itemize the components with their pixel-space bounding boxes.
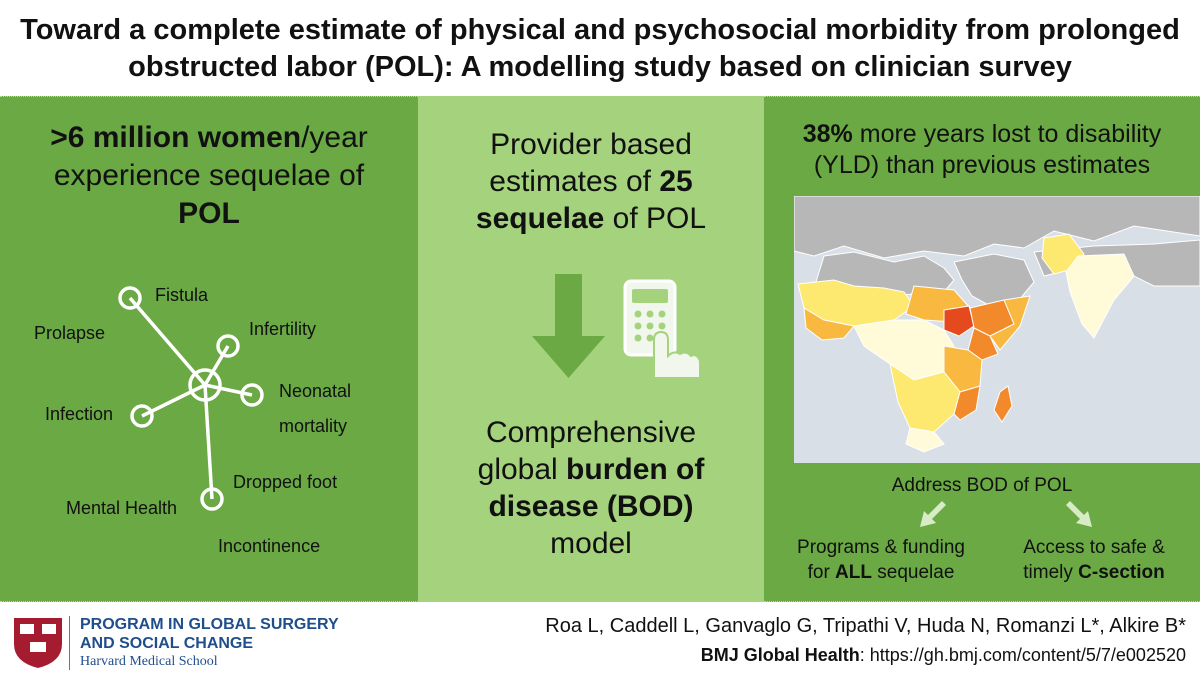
map-somalia bbox=[989, 295, 1031, 351]
map-europe bbox=[794, 196, 1200, 259]
mid-bottom-line-3: disease (BOD) bbox=[488, 490, 694, 523]
program-line-1: PROGRAM IN GLOBAL SURGERY bbox=[80, 616, 339, 633]
mid-top-line-2b: 25 bbox=[659, 165, 693, 198]
mid-top-line-3b: of POL bbox=[604, 202, 707, 235]
down-arrow-icon bbox=[532, 274, 605, 378]
programs-line-2a: for bbox=[807, 562, 836, 583]
map-mozambique bbox=[953, 385, 981, 421]
network-edge-fistula bbox=[128, 296, 207, 387]
left-headline: >6 million women/year experience sequela… bbox=[0, 119, 418, 233]
mid-top-line-2a: estimates of bbox=[489, 165, 660, 198]
middle-panel: Provider based estimates of 25 sequelae … bbox=[418, 96, 764, 602]
programs-line-2c: sequelae bbox=[871, 562, 955, 583]
label-neonatal: Neonatal bbox=[279, 381, 352, 401]
access-line-2a: timely bbox=[1023, 562, 1079, 583]
title-line-2: obstructed labor (POL): A modelling stud… bbox=[128, 51, 1072, 83]
label-infection: Infection bbox=[45, 404, 114, 424]
label-incontinence: Incontinence bbox=[218, 536, 321, 556]
right-headline: 38% more years lost to disability (YLD) … bbox=[764, 119, 1200, 181]
school-name: Harvard Medical School bbox=[80, 654, 218, 669]
right-head-line-2: (YLD) than previous estimates bbox=[813, 151, 1151, 179]
choropleth-map bbox=[794, 196, 1200, 463]
network-node-fistula bbox=[118, 286, 142, 310]
map-kenya bbox=[967, 327, 999, 361]
network-hub-node bbox=[188, 368, 222, 402]
network-edge-neonatal bbox=[204, 383, 253, 397]
right-panel: 38% more years lost to disability (YLD) … bbox=[764, 96, 1200, 602]
label-infertility: Infertility bbox=[249, 319, 317, 339]
network-edge-dropped-foot bbox=[203, 384, 214, 500]
middle-bottom-text: Comprehensive global burden of disease (… bbox=[418, 414, 764, 562]
journal-url[interactable]: : https://gh.bmj.com/content/5/7/e002520 bbox=[859, 645, 1186, 665]
label-mental-health: Mental Health bbox=[66, 498, 178, 518]
network-node-dropped-foot bbox=[200, 487, 224, 511]
network-edge-infertility bbox=[203, 345, 230, 386]
harvard-shield-logo bbox=[14, 616, 70, 670]
pointing-hand-icon bbox=[653, 330, 701, 379]
journal-name: BMJ Global Health bbox=[700, 645, 860, 665]
middle-top-text: Provider based estimates of 25 sequelae … bbox=[418, 126, 764, 237]
programs-line-1: Programs & funding bbox=[797, 537, 965, 558]
middle-icons bbox=[532, 274, 701, 379]
right-branch-arrow-icon bbox=[1066, 501, 1092, 527]
label-mortality: mortality bbox=[279, 416, 348, 436]
headline-women-count: >6 million women bbox=[50, 121, 302, 154]
mid-bottom-line-1: Comprehensive bbox=[485, 416, 697, 449]
title-line-1: Toward a complete estimate of physical a… bbox=[20, 14, 1180, 46]
network-node-infection bbox=[130, 404, 154, 428]
sequelae-network-diagram bbox=[118, 286, 264, 511]
mid-bottom-line-2b: burden of bbox=[566, 453, 705, 486]
journal-citation: BMJ Global Health: https://gh.bmj.com/co… bbox=[701, 645, 1186, 666]
programs-funding-text: Programs & funding for ALL sequelae bbox=[776, 535, 986, 585]
mid-top-line-3a: sequelae bbox=[475, 202, 605, 235]
program-line-2: AND SOCIAL CHANGE bbox=[80, 635, 254, 652]
label-dropped-foot: Dropped foot bbox=[233, 472, 338, 492]
headline-pol: POL bbox=[178, 197, 240, 230]
map-west-africa-coast bbox=[803, 307, 855, 341]
right-head-rest: more years lost to disability bbox=[852, 120, 1162, 148]
mid-top-line-1: Provider based bbox=[490, 128, 692, 161]
access-line-2b: C-section bbox=[1078, 562, 1165, 583]
address-bod-label: Address BOD of POL bbox=[891, 475, 1073, 496]
map-india bbox=[1065, 253, 1135, 339]
programs-line-2b: ALL bbox=[835, 562, 872, 583]
right-head-percent: 38% bbox=[802, 120, 853, 148]
label-fistula: Fistula bbox=[155, 285, 209, 305]
network-node-infertility bbox=[216, 334, 240, 358]
infographic-title: Toward a complete estimate of physical a… bbox=[0, 12, 1200, 86]
map-south-sudan bbox=[943, 305, 975, 337]
program-name: PROGRAM IN GLOBAL SURGERY AND SOCIAL CHA… bbox=[80, 615, 339, 653]
headline-per-year: /year bbox=[301, 121, 368, 154]
left-panel: >6 million women/year experience sequela… bbox=[0, 96, 418, 602]
mid-bottom-line-2a: global bbox=[477, 453, 567, 486]
branch-arrows bbox=[920, 501, 1092, 527]
left-branch-arrow-icon bbox=[920, 501, 946, 527]
label-prolapse: Prolapse bbox=[34, 323, 106, 343]
map-madagascar bbox=[993, 385, 1013, 423]
map-south-africa bbox=[905, 427, 945, 453]
authors-line: Roa L, Caddell L, Ganvaglo G, Tripathi V… bbox=[545, 615, 1186, 637]
access-csection-text: Access to safe & timely C-section bbox=[994, 535, 1194, 585]
access-line-1: Access to safe & bbox=[1023, 537, 1165, 558]
headline-line-2: experience sequelae of bbox=[53, 159, 365, 192]
mid-bottom-line-4: model bbox=[550, 527, 632, 560]
network-node-neonatal bbox=[240, 383, 264, 407]
